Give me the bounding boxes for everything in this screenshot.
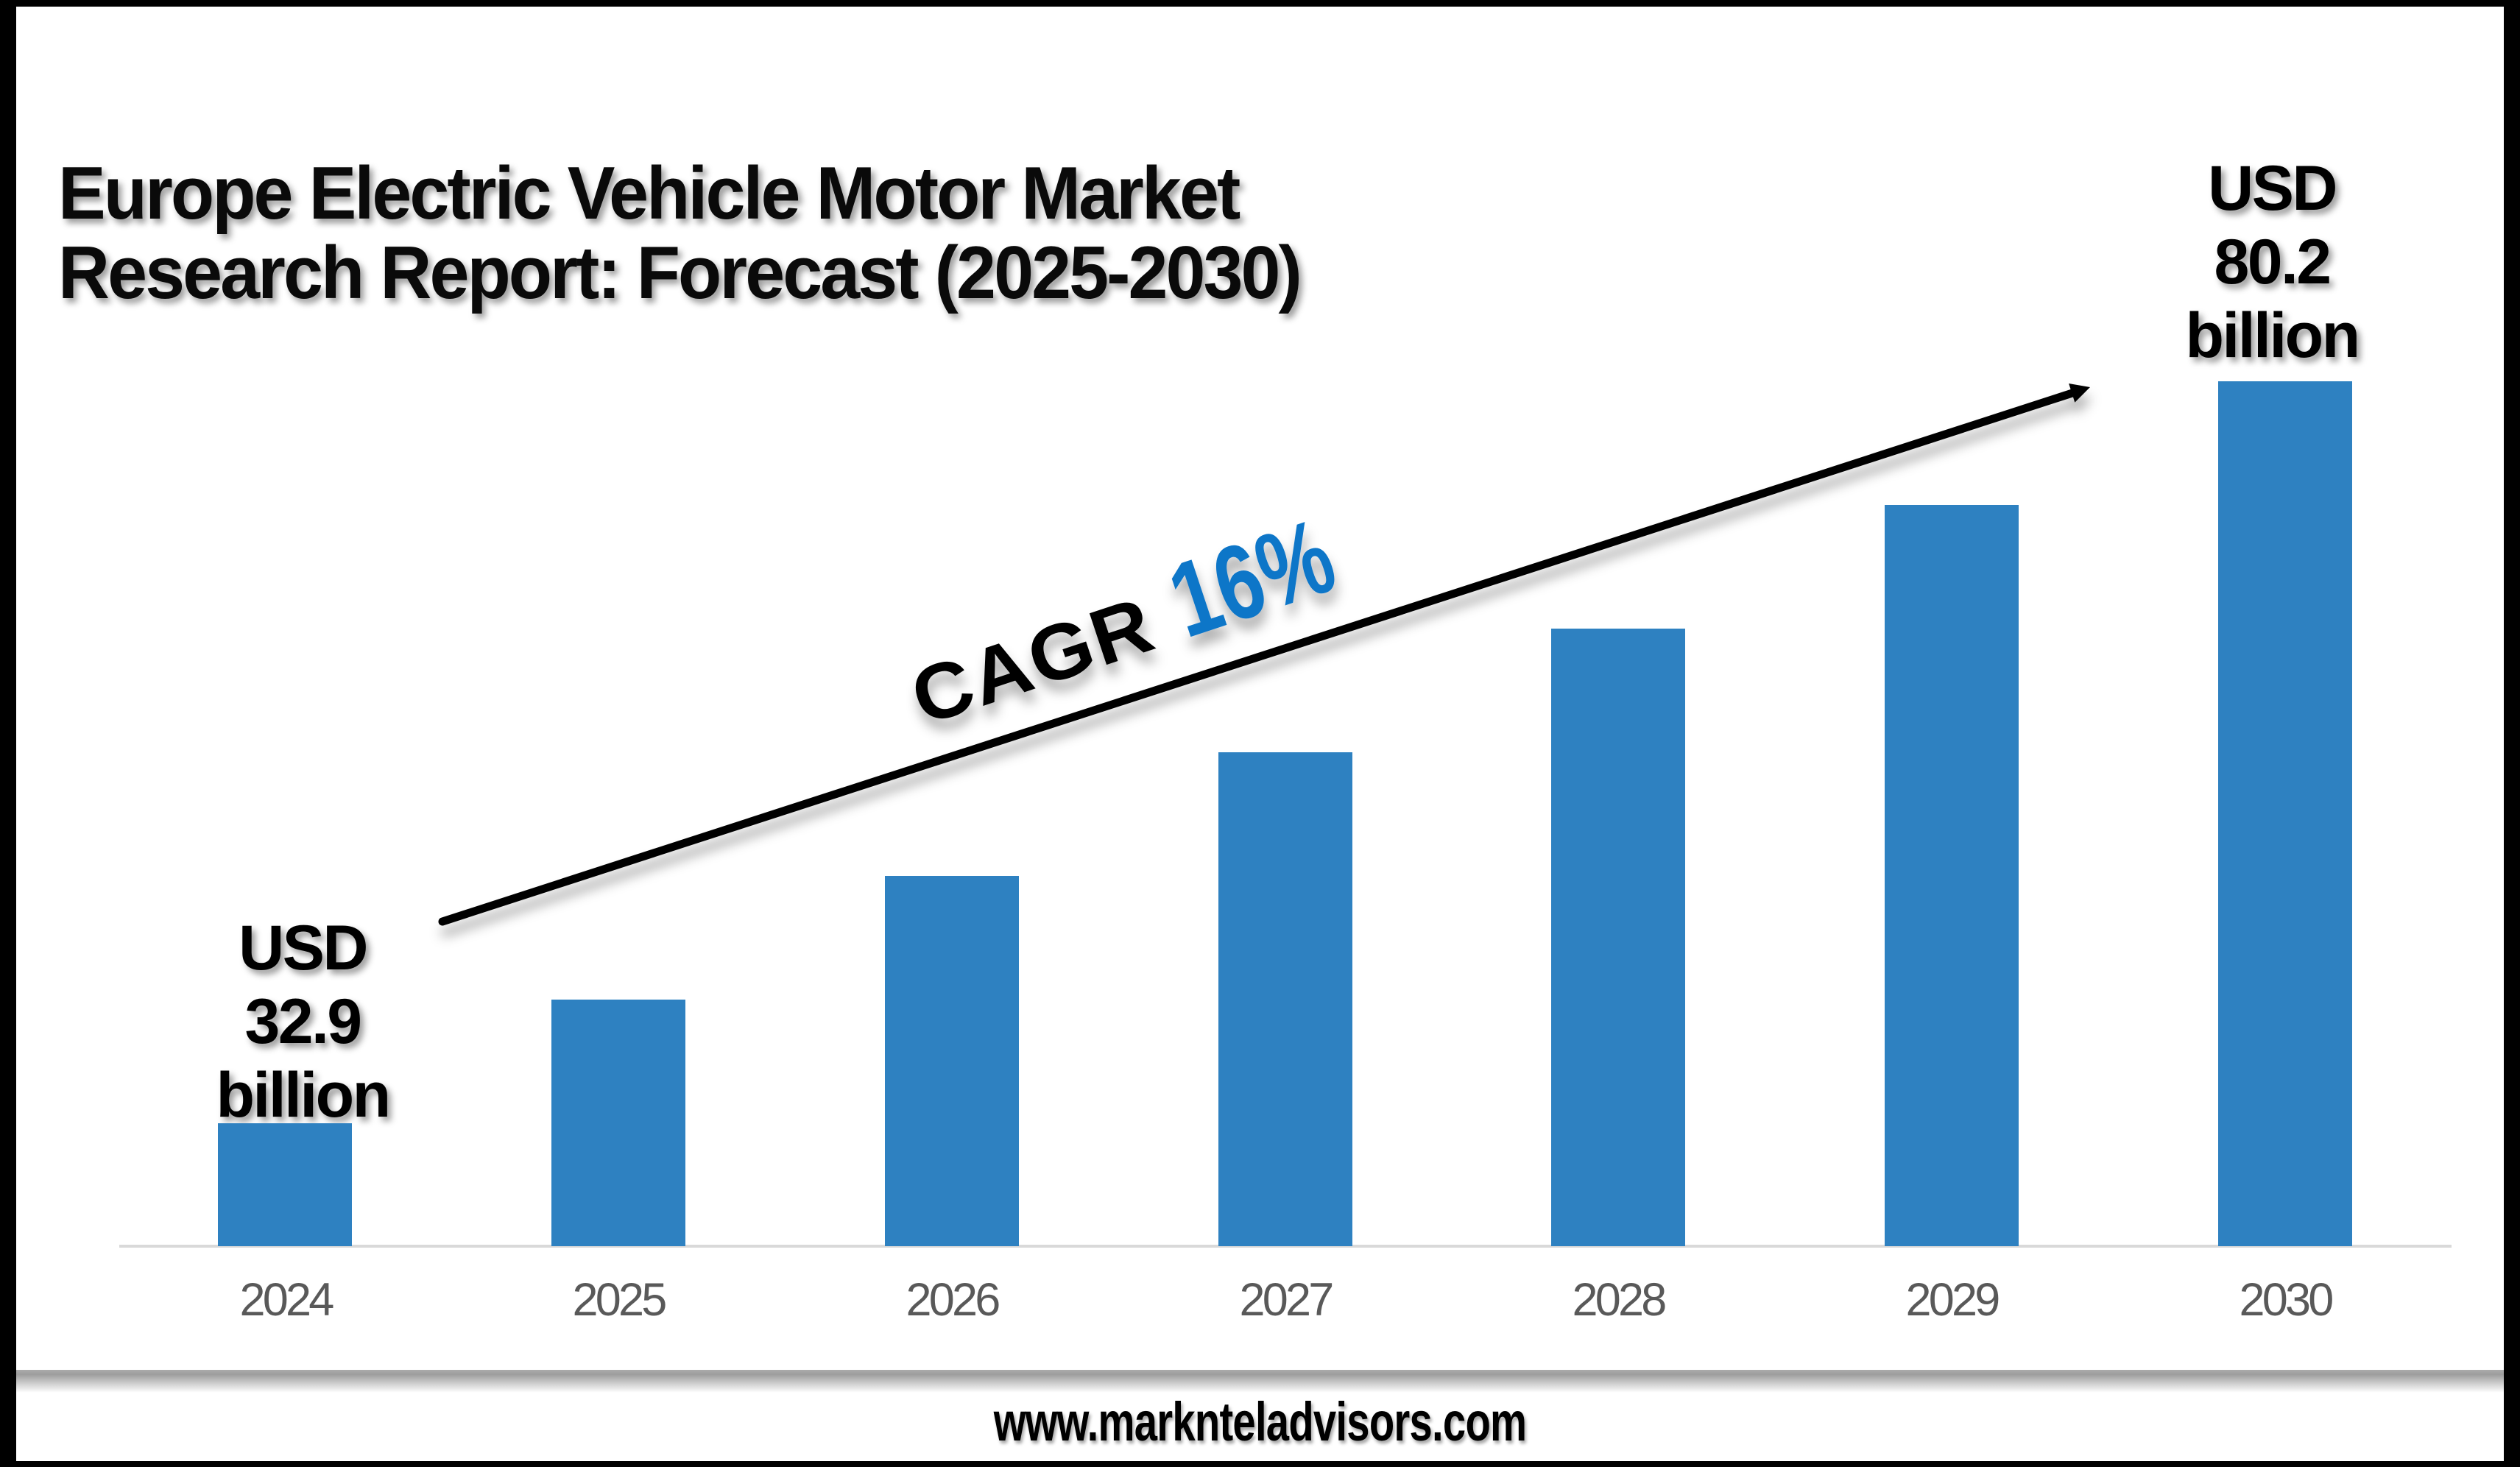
svg-text:CAGR16%: CAGR16% [893,496,1348,748]
